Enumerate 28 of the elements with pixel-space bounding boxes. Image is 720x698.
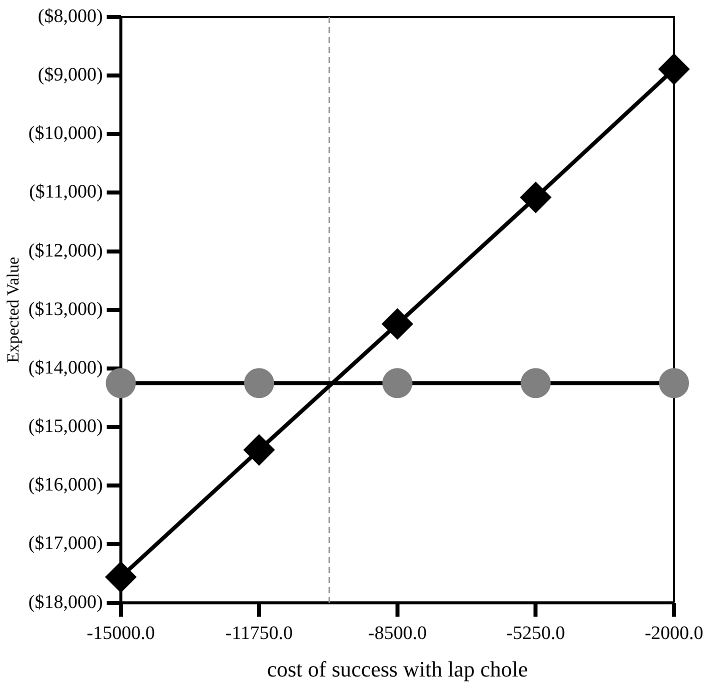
point — [106, 368, 136, 398]
x-tick-label: -8500.0 — [368, 623, 427, 644]
point — [520, 182, 551, 212]
y-tick-label: ($15,000) — [28, 416, 103, 438]
y-tick-label: ($17,000) — [28, 533, 103, 554]
point — [520, 368, 551, 398]
y-tick-label: ($9,000) — [38, 64, 103, 86]
point — [244, 434, 274, 465]
x-axis-title: cost of success with lap chole — [266, 656, 528, 682]
point — [244, 368, 274, 398]
y-tick-label: ($18,000) — [28, 592, 103, 613]
y-axis-title: Expected Value — [4, 256, 23, 363]
point — [659, 54, 689, 84]
y-tick-label: ($16,000) — [28, 474, 103, 496]
point — [382, 308, 412, 339]
x-tick-label: -15000.0 — [86, 623, 155, 644]
y-tick-label: ($13,000) — [28, 298, 103, 320]
y-tick-label: ($10,000) — [28, 123, 103, 144]
y-tick-label: ($12,000) — [28, 240, 103, 262]
y-tick-label: ($8,000) — [38, 6, 103, 27]
y-tick-label: ($11,000) — [29, 182, 103, 203]
x-tick-label: -5250.0 — [506, 623, 565, 644]
point — [382, 368, 412, 398]
y-tick-label: ($14,000) — [28, 357, 103, 378]
point — [106, 562, 136, 592]
x-tick-label: -2000.0 — [644, 623, 704, 644]
x-tick-label: -11750.0 — [225, 623, 293, 644]
point — [659, 368, 689, 398]
